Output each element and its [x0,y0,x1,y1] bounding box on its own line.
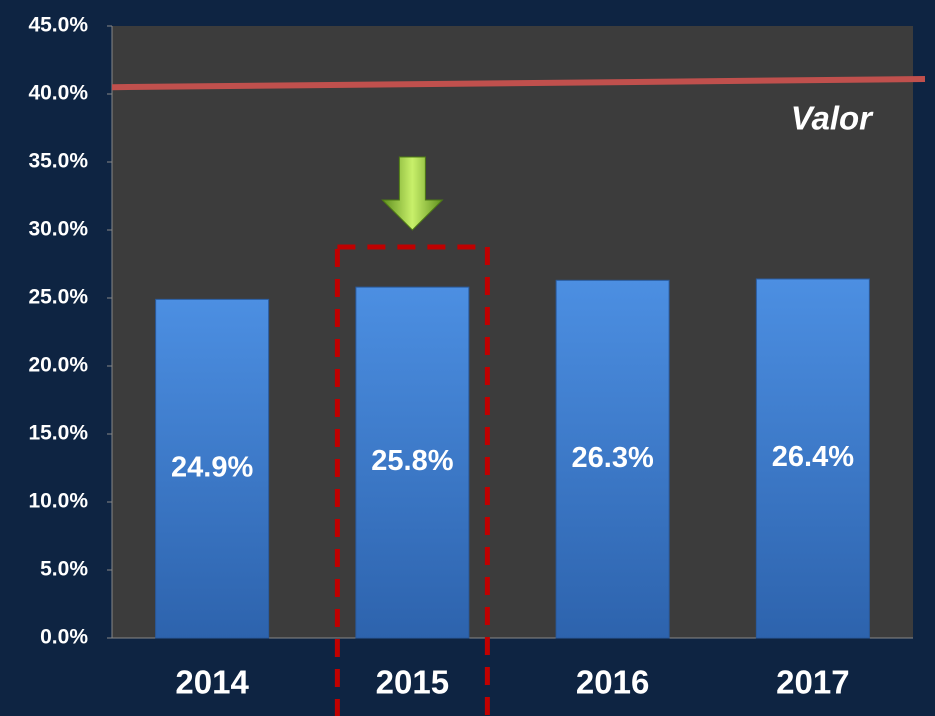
arrow [381,156,444,231]
reference-label: Valor [791,100,874,137]
bar [555,279,670,639]
data-label: 24.9% [171,451,253,483]
x-tick-label: 2016 [576,664,649,701]
y-tick-label: 45.0% [28,14,88,37]
y-tick-label: 35.0% [28,150,88,173]
y-tick-label: 30.0% [28,218,88,241]
bar [355,286,470,639]
y-tick-label: 5.0% [40,558,88,581]
y-tick-label: 25.0% [28,286,88,309]
bar [755,278,870,639]
x-tick-label: 2015 [376,664,449,701]
data-label: 26.4% [772,441,854,473]
x-tick-label: 2017 [776,664,849,701]
highlight-box [334,244,490,716]
y-tick-label: 0.0% [40,626,88,649]
y-tick-label: 20.0% [28,354,88,377]
y-tick-label: 40.0% [28,82,88,105]
y-tick-label: 15.0% [28,422,88,445]
y-tick-label: 10.0% [28,490,88,513]
data-label: 26.3% [572,442,654,474]
x-tick-label: 2014 [175,664,249,701]
data-label: 25.8% [371,445,453,477]
bar [155,298,270,639]
reference-line [111,76,926,91]
